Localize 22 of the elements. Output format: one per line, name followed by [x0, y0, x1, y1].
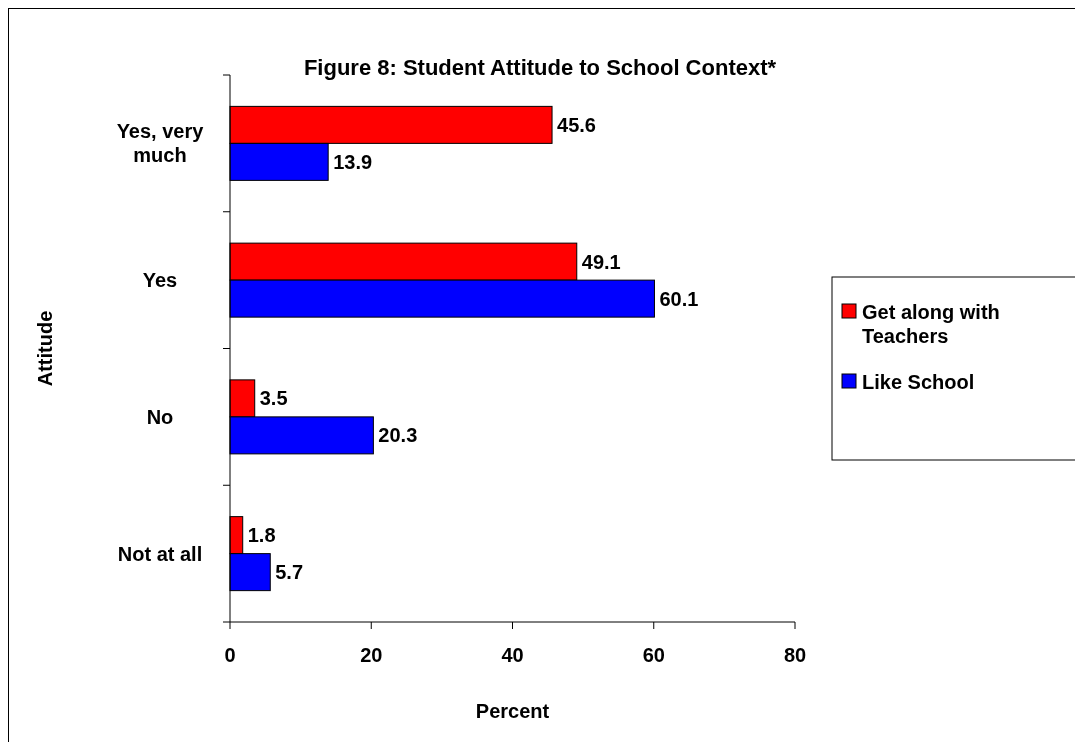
y-tick-label: Not at all — [117, 542, 203, 565]
data-label: 20.3 — [378, 424, 418, 447]
data-label: 1.8 — [247, 524, 276, 547]
chart-title: Figure 8: Student Attitude to School Context* — [303, 55, 777, 80]
data-label: 60.1 — [659, 287, 699, 310]
y-tick-label: Yes, very much — [116, 120, 205, 167]
y-axis-title: Attitude — [34, 310, 56, 387]
legend-label: Get along with Teachers — [862, 301, 1000, 347]
y-tick-label: No — [146, 405, 174, 428]
x-axis-title: Percent — [475, 700, 550, 722]
data-label: 45.6 — [557, 113, 596, 136]
data-label: 49.1 — [581, 250, 621, 273]
y-tick-label: Yes — [142, 269, 178, 292]
x-tick-label: 0 — [224, 644, 236, 666]
data-label: 5.7 — [275, 561, 304, 584]
data-label: 3.5 — [259, 387, 288, 410]
data-label: 13.9 — [333, 150, 373, 173]
x-tick-label: 20 — [360, 644, 383, 666]
legend-label: Like School — [862, 371, 975, 393]
x-tick-label: 40 — [501, 644, 524, 666]
x-tick-label: 60 — [642, 644, 665, 666]
x-tick-label: 80 — [783, 644, 807, 666]
